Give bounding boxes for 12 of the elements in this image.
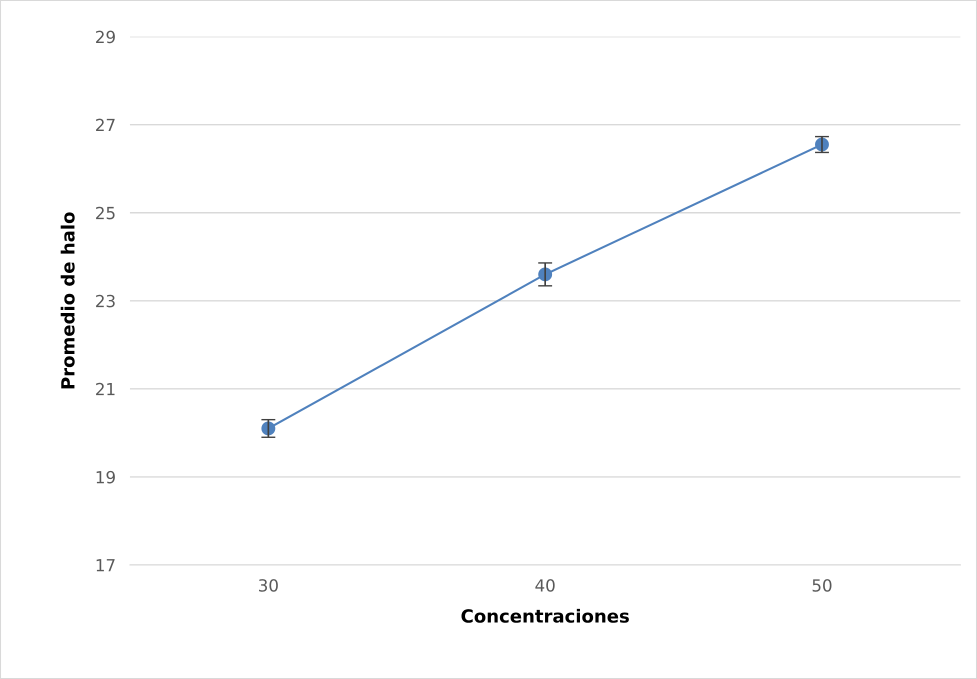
y-tick-label: 29: [96, 30, 115, 44]
y-tick-label: 17: [96, 559, 115, 572]
x-tick-label: 50: [812, 579, 832, 592]
x-axis-title: Concentraciones: [461, 608, 629, 623]
x-tick-label: 40: [535, 579, 555, 592]
y-tick-label: 23: [96, 294, 115, 308]
y-axis-title: Promedio de halo: [60, 212, 75, 388]
y-tick-label: 25: [96, 206, 115, 220]
y-tick-label: 27: [96, 118, 115, 132]
y-tick-label: 19: [96, 470, 115, 484]
y-tick-label: 21: [96, 382, 115, 396]
x-tick-label: 30: [259, 579, 278, 592]
